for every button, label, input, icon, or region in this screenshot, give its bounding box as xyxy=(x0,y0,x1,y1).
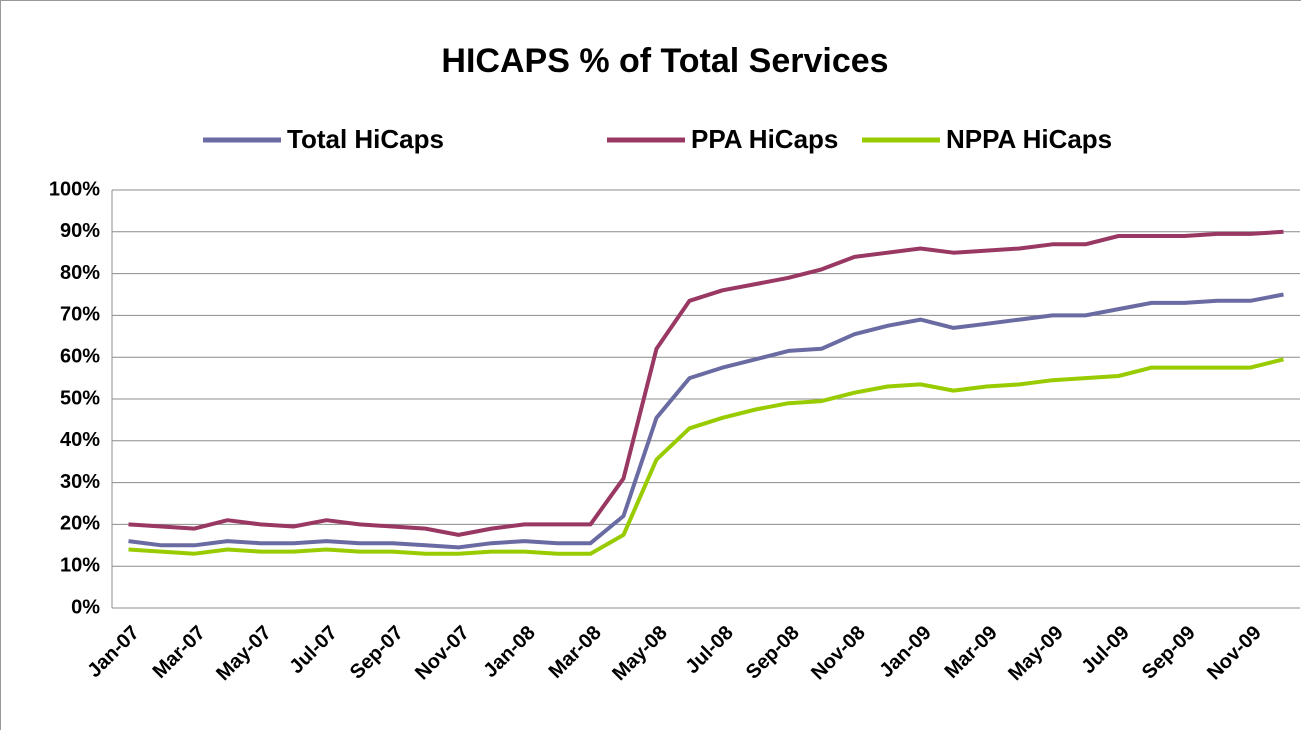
x-tick-label: Nov-08 xyxy=(807,622,870,685)
x-tick-label: Jan-07 xyxy=(83,622,143,682)
legend-label: PPA HiCaps xyxy=(691,124,838,154)
y-tick-label: 30% xyxy=(60,471,100,493)
y-tick-label: 90% xyxy=(60,220,100,242)
x-tick-label: Sep-07 xyxy=(346,622,408,684)
series-line xyxy=(129,295,1284,548)
x-tick-label: Sep-08 xyxy=(742,622,804,684)
y-tick-label: 0% xyxy=(71,596,100,618)
legend-label: NPPA HiCaps xyxy=(946,124,1112,154)
chart-title: HICAPS % of Total Services xyxy=(441,42,888,80)
y-tick-label: 50% xyxy=(60,387,100,409)
y-tick-label: 70% xyxy=(60,304,100,326)
x-tick-label: May-07 xyxy=(212,622,276,686)
y-tick-label: 80% xyxy=(60,262,100,284)
series-line xyxy=(129,232,1284,535)
y-tick-label: 10% xyxy=(60,554,100,576)
x-tick-label: Jul-08 xyxy=(681,622,737,678)
x-tick-label: Nov-07 xyxy=(411,622,474,685)
y-tick-label: 60% xyxy=(60,345,100,367)
y-tick-label: 100% xyxy=(49,178,100,200)
x-tick-label: Jan-09 xyxy=(875,622,935,682)
legend-label: Total HiCaps xyxy=(287,124,444,154)
x-tick-label: Jul-07 xyxy=(285,622,341,678)
x-tick-label: Mar-09 xyxy=(941,622,1002,683)
x-tick-label: Mar-07 xyxy=(149,622,210,683)
x-tick-label: Jul-09 xyxy=(1077,622,1133,678)
x-tick-label: May-09 xyxy=(1004,622,1068,686)
x-tick-label: Mar-08 xyxy=(545,622,606,683)
x-tick-label: Jan-08 xyxy=(479,622,539,682)
y-tick-label: 20% xyxy=(60,513,100,535)
x-tick-label: Nov-09 xyxy=(1203,622,1266,685)
x-tick-label: Sep-09 xyxy=(1138,622,1200,684)
x-tick-label: May-08 xyxy=(608,622,672,686)
y-tick-label: 40% xyxy=(60,429,100,451)
